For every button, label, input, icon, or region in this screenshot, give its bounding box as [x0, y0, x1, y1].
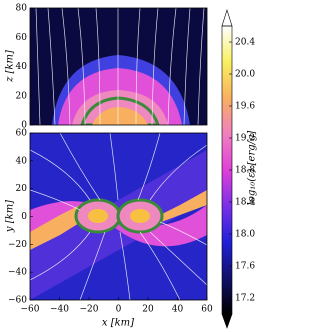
colorbar-tick-label: 17.6	[235, 262, 255, 272]
colorbar	[222, 26, 232, 314]
x-tick-label: −60	[21, 305, 40, 315]
y-axis-label: y [km]	[5, 200, 16, 233]
y-tick-label: −40	[8, 268, 27, 278]
y-tick-label: 0	[21, 121, 27, 131]
y-tick-label: 40	[16, 156, 28, 166]
colorbar-tick-label: 18.0	[235, 230, 255, 240]
field-top	[30, 8, 207, 125]
y-axis-label: z [km]	[5, 50, 16, 83]
colorbar-tick-label: 19.2	[235, 134, 255, 144]
x-tick-label: −40	[50, 305, 69, 315]
y-tick-label: 20	[16, 91, 28, 101]
colorbar-tick-label: 17.2	[235, 294, 255, 304]
x-tick-label: 60	[201, 305, 213, 315]
y-tick-label: 60	[16, 129, 28, 139]
y-tick-label: 60	[16, 33, 28, 43]
x-tick-label: 40	[172, 305, 184, 315]
colorbar-label: log₁₀(ε) [erg/g]	[247, 131, 258, 206]
colorbar-tick-label: 18.4	[235, 198, 255, 208]
x-axis-label: x [km]	[102, 318, 134, 329]
figure: z [km] y [km] x [km] log₁₀(ε) [erg/g] 0 2…	[5, 4, 258, 329]
colorbar-tick-label: 20.0	[235, 70, 255, 80]
y-tick-label: −60	[8, 296, 27, 306]
colorbar-tick-label: 19.6	[235, 102, 255, 112]
field-bottom	[30, 133, 207, 300]
x-tick-label: 20	[142, 305, 154, 315]
y-tick-label: 20	[16, 184, 28, 194]
y-tick-label: 80	[16, 4, 28, 14]
colorbar-tick-label: 20.4	[235, 38, 255, 48]
y-tick-label: −20	[8, 240, 27, 250]
colorbar-extend	[221, 313, 233, 329]
x-tick-label: −20	[80, 305, 99, 315]
y-tick-label: 40	[16, 62, 28, 72]
colorbar-tick-label: 18.8	[235, 166, 255, 176]
y-tick-label: 0	[21, 212, 27, 222]
x-tick-label: 0	[116, 305, 122, 315]
colorbar-extend	[221, 8, 233, 27]
